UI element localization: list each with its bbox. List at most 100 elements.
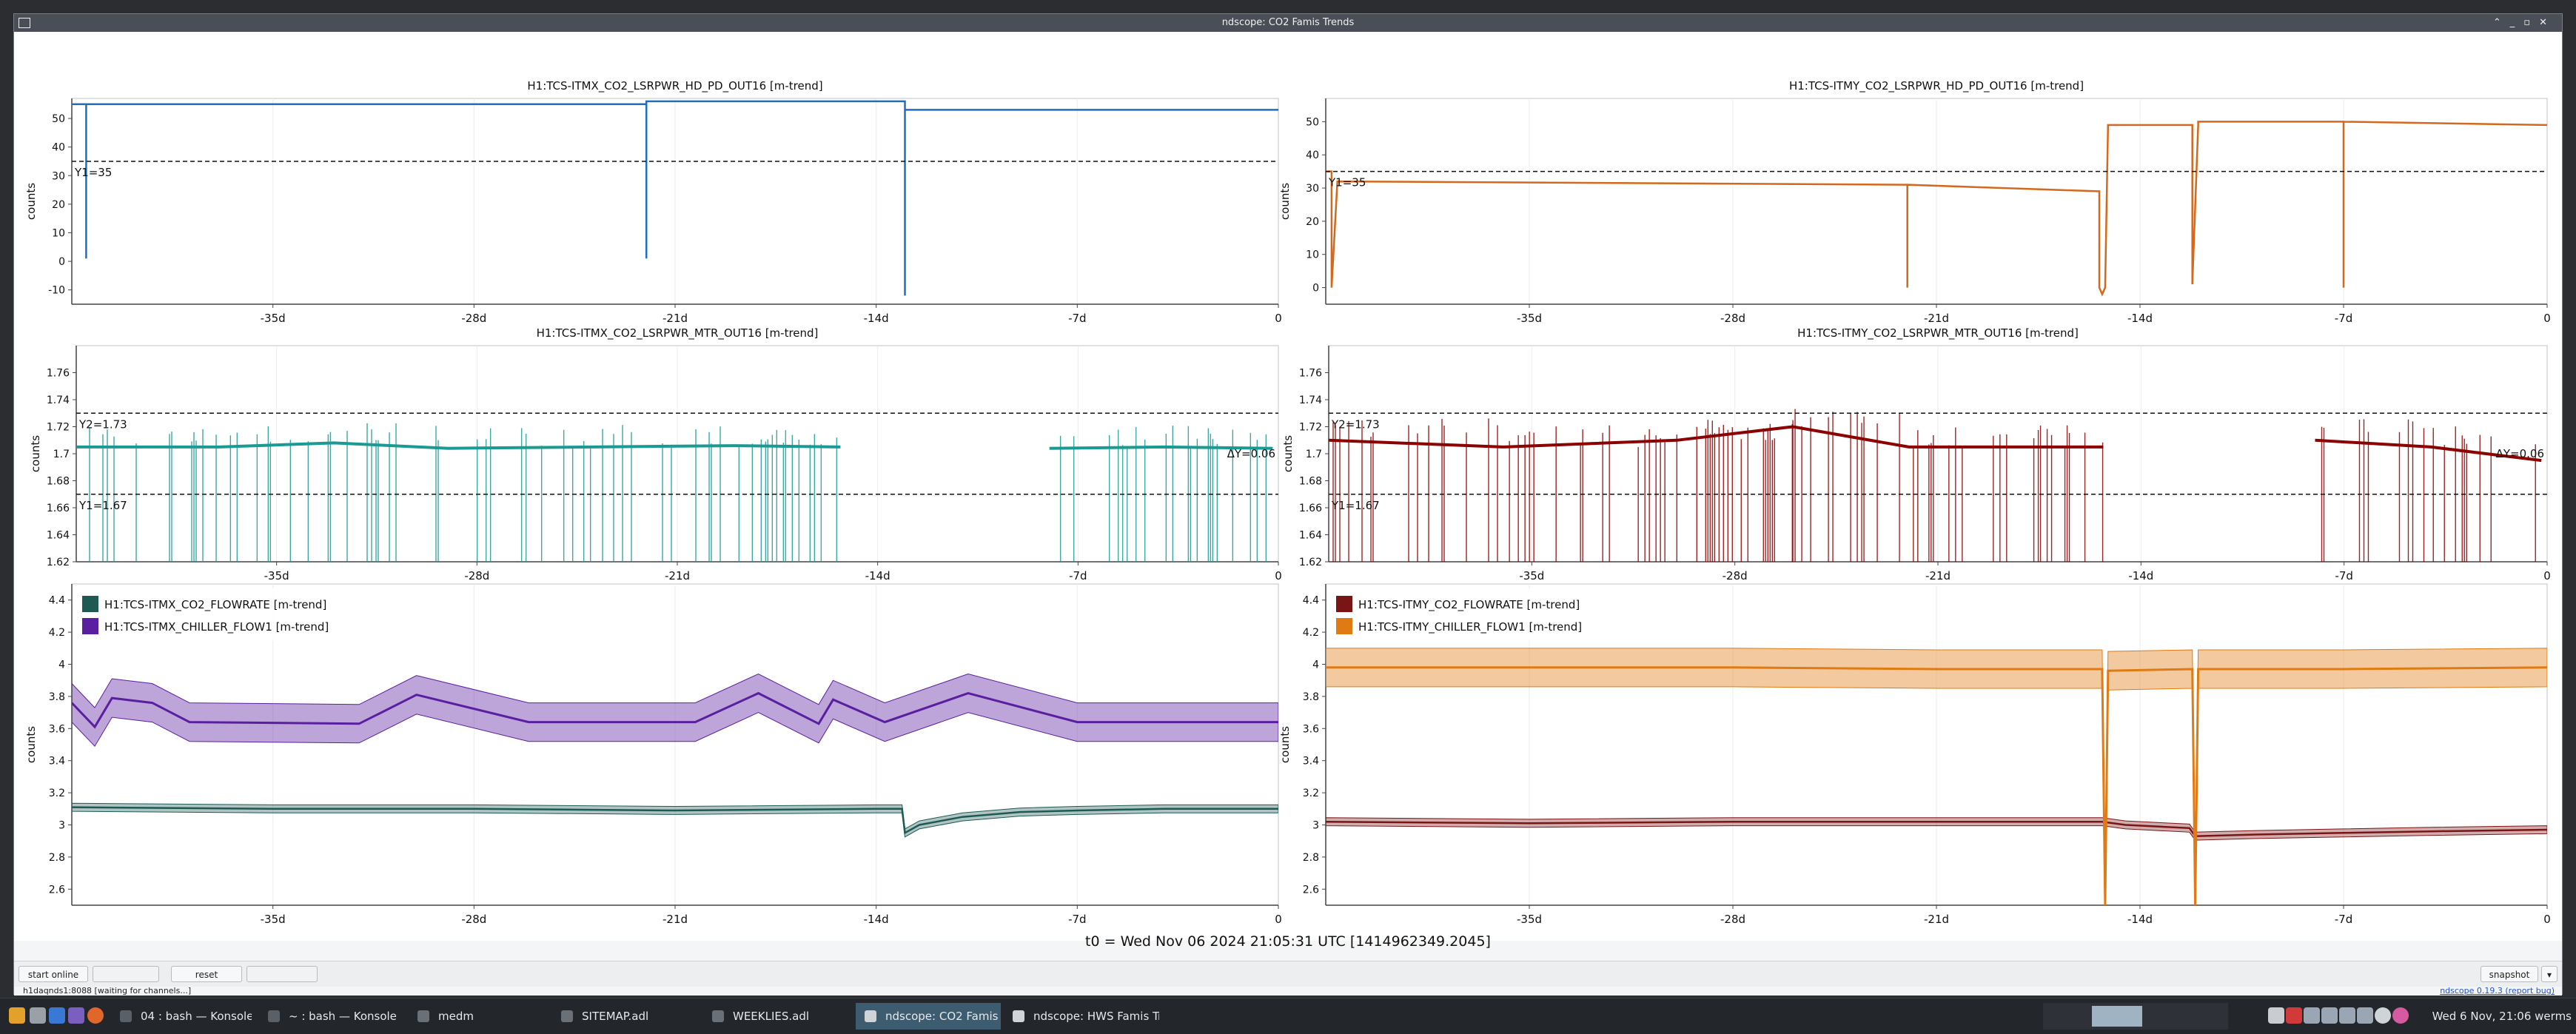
firefox-icon[interactable]	[87, 1007, 104, 1024]
x-tick-label: 0	[2543, 312, 2551, 325]
y-tick-label: 30	[1306, 183, 1319, 195]
y-tick-label: 10	[1306, 249, 1319, 261]
task-konsole-2[interactable]: ~ : bash — Konsole	[259, 1003, 407, 1030]
x-tick-label: -21d	[1924, 312, 1949, 325]
x-tick-label: -28d	[464, 569, 489, 583]
y-tick-label: 3.8	[1303, 691, 1319, 703]
cursor-y1-label: Y1=35	[74, 166, 112, 179]
pager[interactable]	[2043, 1003, 2228, 1030]
x-tick-label: -7d	[2335, 569, 2352, 583]
start-online-button[interactable]: start online	[19, 966, 88, 982]
snapshot-button[interactable]: snapshot	[2481, 966, 2538, 982]
cursor-y2-label: Y2=1.73	[78, 417, 127, 431]
y-tick-label: 3.6	[1303, 723, 1319, 735]
plot-tl	[68, 98, 1279, 308]
plot-title: H1:TCS-ITMX_CO2_LSRPWR_MTR_OUT16 [m-tren…	[537, 326, 819, 340]
disabled-button-1	[93, 966, 159, 982]
konsole-icon	[120, 1010, 132, 1022]
plot-data	[72, 100, 1278, 296]
legend-swatch	[1336, 618, 1352, 634]
y-tick-label: 1.66	[1299, 503, 1322, 514]
app-window: ndscope: CO2 Famis Trends ⌃_▫✕ H1:TCS-IT…	[13, 13, 2563, 996]
plot-title: H1:TCS-ITMY_CO2_LSRPWR_HD_PD_OUT16 [m-tr…	[1789, 79, 2084, 93]
task-medm[interactable]: medm	[409, 1003, 549, 1030]
main-content: H1:TCS-ITMX_CO2_LSRPWR_HD_PD_OUT16 [m-tr…	[14, 32, 2562, 996]
y-tick-label: 1.74	[1299, 395, 1322, 406]
snapshot-menu-icon[interactable]: ▾	[2541, 966, 2557, 982]
task-ndscope-co2[interactable]: ndscope: CO2 Famis Tre...	[856, 1003, 1001, 1030]
series-line	[72, 100, 1278, 296]
reset-button[interactable]: reset	[171, 966, 242, 982]
x-tick-label: -35d	[264, 569, 289, 583]
plot-data	[1326, 648, 2547, 905]
ndscope-icon	[865, 1010, 876, 1022]
plot-data	[76, 412, 1278, 562]
y-tick-label: 4.4	[49, 595, 65, 607]
x-tick-label: -28d	[1720, 913, 1745, 926]
y-tick-label: 1.64	[1299, 530, 1322, 542]
tray-calendar-icon[interactable]	[2286, 1007, 2302, 1024]
cursor-y1-label: Y1=35	[1328, 176, 1366, 189]
plots-svg[interactable]: H1:TCS-ITMX_CO2_LSRPWR_HD_PD_OUT16 [m-tr…	[14, 32, 2563, 941]
tray-bluetooth-icon[interactable]	[2375, 1007, 2391, 1024]
task-sitemap[interactable]: SITEMAP.adl	[552, 1003, 700, 1030]
x-tick-label: -7d	[1068, 913, 1086, 926]
legend-swatch	[1336, 596, 1352, 612]
x-tick-label: -28d	[461, 312, 486, 325]
x-tick-label: -14d	[865, 569, 890, 583]
x-tick-label: -7d	[1068, 312, 1086, 325]
y-tick-label: 2.6	[49, 884, 65, 896]
ndscope-icon	[1013, 1010, 1024, 1022]
y-tick-label: 3.4	[49, 756, 65, 768]
disabled-button-2	[246, 966, 318, 982]
editor-icon[interactable]	[49, 1007, 65, 1024]
y-tick-label: 4	[58, 659, 65, 671]
plot-tr	[1322, 98, 2548, 308]
x-tick-label: -21d	[663, 913, 688, 926]
task-konsole-1[interactable]: 04 : bash — Konsole	[111, 1003, 252, 1030]
y-axis-label: counts	[24, 183, 38, 220]
plot-area: H1:TCS-ITMX_CO2_LSRPWR_HD_PD_OUT16 [m-tr…	[14, 32, 2562, 941]
plot-data	[72, 673, 1278, 838]
tray-volume-icon[interactable]	[2339, 1007, 2355, 1024]
tray-bell-icon[interactable]	[2357, 1007, 2373, 1024]
taskbar: 04 : bash — Konsole ~ : bash — Konsole m…	[0, 998, 2576, 1034]
x-tick-label: -21d	[665, 569, 690, 583]
y-tick-label: 3.4	[1303, 756, 1319, 768]
y-tick-label: 20	[1306, 216, 1319, 228]
window-controls[interactable]: ⌃_▫✕	[2492, 17, 2556, 28]
task-weeklies[interactable]: WEEKLIES.adl	[703, 1003, 851, 1030]
legend-label: H1:TCS-ITMY_CHILLER_FLOW1 [m-trend]	[1358, 620, 1582, 634]
x-tick-label: 0	[1275, 569, 1282, 583]
y-tick-label: 1.7	[53, 449, 70, 460]
tray-network-icon[interactable]	[2304, 1007, 2320, 1024]
version-link[interactable]: ndscope 0.19.3 (report bug)	[2440, 986, 2555, 996]
series-line	[1326, 820, 2547, 837]
y-tick-label: 2.8	[49, 852, 65, 864]
x-tick-label: -35d	[1519, 569, 1544, 583]
x-tick-label: -28d	[461, 913, 486, 926]
app-launcher-icon[interactable]	[9, 1007, 25, 1024]
x-tick-label: -28d	[1720, 312, 1745, 325]
plot-mr	[1325, 345, 2548, 565]
tray-display-icon[interactable]	[2321, 1007, 2338, 1024]
y-tick-label: 40	[1306, 150, 1319, 161]
series-line	[1329, 425, 2542, 463]
y-tick-label: 3	[1312, 820, 1319, 832]
series-envelope	[1326, 648, 2547, 905]
y-tick-label: 3	[58, 820, 65, 832]
y-axis-label: counts	[29, 435, 42, 472]
tray-notes-icon[interactable]	[2268, 1007, 2284, 1024]
plot-data	[1326, 121, 2547, 297]
pager-desktop-active[interactable]	[2092, 1006, 2142, 1027]
button-bar: start online reset snapshot ▾	[14, 961, 2562, 987]
legend-label: H1:TCS-ITMX_CO2_FLOWRATE [m-trend]	[104, 598, 326, 612]
y-tick-label: 1.62	[1299, 557, 1322, 568]
cursor-y2-label: Y2=1.73	[1331, 417, 1380, 431]
tray-user-icon[interactable]	[2392, 1007, 2409, 1024]
files-icon[interactable]	[30, 1007, 46, 1024]
y-tick-label: 2.6	[1303, 884, 1319, 896]
cursor-y1-label: Y1=1.67	[1331, 499, 1380, 512]
terminal-icon[interactable]	[68, 1007, 84, 1024]
task-ndscope-hws[interactable]: ndscope: HWS Famis Tre...	[1004, 1003, 1159, 1030]
